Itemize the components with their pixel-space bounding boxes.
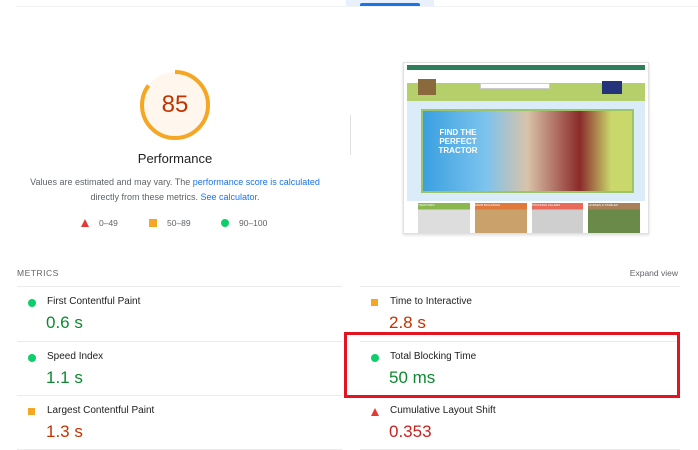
average-square-icon <box>28 408 35 415</box>
see-calculator-link[interactable]: See calculator <box>200 192 258 202</box>
metric-largest-contentful-paint: Largest Contentful Paint 1.3 s <box>17 395 342 449</box>
thumbnail-headline: FIND THE PERFECT TRACTOR <box>438 128 478 155</box>
circle-icon <box>221 219 229 227</box>
legend-average: 50–89 <box>149 218 191 228</box>
pass-circle-icon <box>371 354 379 362</box>
score-description: Values are estimated and may vary. The p… <box>30 177 320 202</box>
metric-cumulative-layout-shift: Cumulative Layout Shift 0.353 <box>360 395 680 449</box>
square-icon <box>149 219 157 227</box>
page-screenshot-thumbnail: FIND THE PERFECT TRACTOR TRACTORS FARM B… <box>403 62 649 234</box>
divider <box>350 115 351 155</box>
metric-name: Largest Contentful Paint <box>47 405 155 416</box>
expand-view-toggle[interactable]: Expand view <box>629 268 678 278</box>
metric-first-contentful-paint: First Contentful Paint 0.6 s <box>17 286 342 340</box>
thumbnail-category: HORSES & STABLES <box>588 203 640 233</box>
metric-value: 1.1 s <box>46 368 83 387</box>
legend-poor: 0–49 <box>81 218 118 228</box>
fail-triangle-icon <box>371 408 379 416</box>
highlight-box <box>344 332 680 398</box>
gauge-background <box>142 72 208 138</box>
metric-value: 50 ms <box>389 368 436 387</box>
metric-speed-index: Speed Index 1.1 s <box>17 341 342 395</box>
metric-time-to-interactive: Time to Interactive 2.8 s <box>360 286 680 340</box>
metric-name: Speed Index <box>47 351 104 362</box>
performance-score: 85 <box>161 91 189 118</box>
score-gauge <box>140 70 210 140</box>
triangle-icon <box>81 219 89 227</box>
average-square-icon <box>371 299 378 306</box>
metric-value: 0.353 <box>389 422 432 441</box>
performance-title: Performance <box>137 151 213 166</box>
metric-name: First Contentful Paint <box>47 296 141 307</box>
thumbnail-category: TRACTORS <box>418 203 470 233</box>
score-calculation-link[interactable]: performance score is calculated <box>192 177 320 187</box>
metric-value: 1.3 s <box>46 422 83 441</box>
active-tab-indicator[interactable] <box>346 0 434 6</box>
pass-circle-icon <box>28 299 36 307</box>
pass-circle-icon <box>28 354 36 362</box>
metric-name: Cumulative Layout Shift <box>390 405 496 416</box>
metric-total-blocking-time: Total Blocking Time 50 ms <box>360 341 680 395</box>
metric-name: Time to Interactive <box>390 296 472 307</box>
legend-good: 90–100 <box>221 218 267 228</box>
thumbnail-category: FARM BUILDINGS <box>474 203 527 233</box>
divider <box>16 6 698 7</box>
metric-name: Total Blocking Time <box>390 351 477 362</box>
thumbnail-category: STOCKING FILLERS <box>531 203 584 233</box>
metrics-heading: METRICS <box>17 268 59 278</box>
gauge-arc <box>140 70 210 140</box>
metric-value: 2.8 s <box>389 313 426 332</box>
metric-value: 0.6 s <box>46 313 83 332</box>
